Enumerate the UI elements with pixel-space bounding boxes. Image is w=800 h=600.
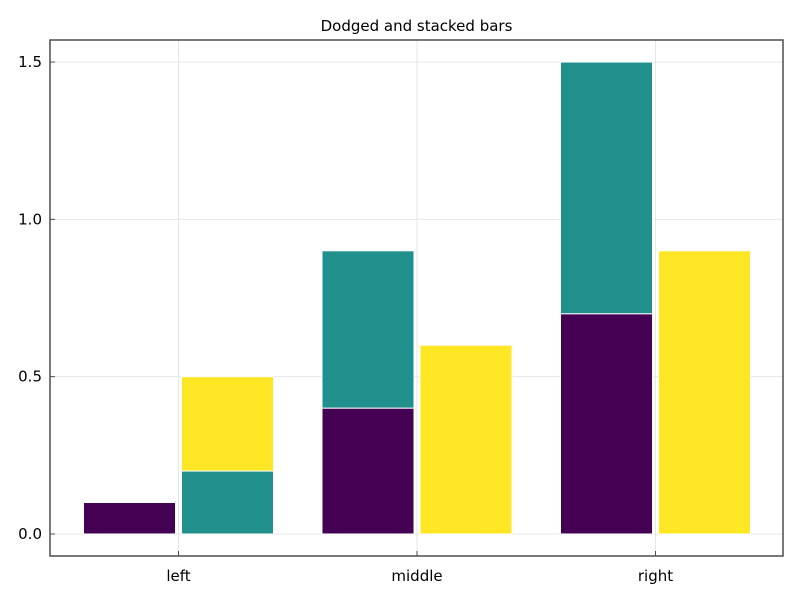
y-tick-label: 1.0: [18, 210, 42, 228]
x-axis-ticks: left middle right: [166, 551, 673, 585]
y-axis-ticks: 0.0 0.5 1.0 1.5: [18, 53, 55, 543]
chart-title: Dodged and stacked bars: [321, 17, 513, 35]
bar-middle-teal: [321, 250, 415, 409]
bar-middle-purple: [321, 407, 415, 535]
bars: [83, 61, 751, 535]
bar-right-yellow: [658, 250, 751, 535]
x-tick-label-middle: middle: [391, 567, 442, 585]
bar-middle-yellow: [419, 344, 513, 535]
bar-left-yellow: [181, 376, 274, 472]
x-tick-label-left: left: [166, 567, 190, 585]
bar-left-purple: [83, 502, 176, 535]
bar-right-teal: [560, 61, 653, 315]
x-tick-label-right: right: [638, 567, 673, 585]
y-tick-label: 0.0: [18, 525, 42, 543]
y-tick-label: 0.5: [18, 368, 42, 386]
bar-left-teal: [181, 470, 274, 535]
bar-right-purple: [560, 313, 653, 535]
y-tick-label: 1.5: [18, 53, 42, 71]
